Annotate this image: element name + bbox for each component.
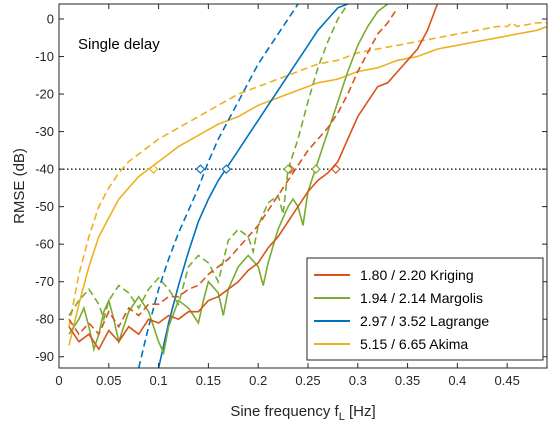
ticks-layer: [58, 4, 547, 368]
y-tick-labels: 0 -10 -20 -30 -40 -50 -60 -70 -80 -90: [35, 12, 54, 365]
series-line-solid: [68, 25, 547, 346]
diamond-marker: [195, 164, 206, 174]
y-tick-label: -50: [35, 199, 54, 214]
legend-entry-label: 1.80 / 2.20 Kriging: [360, 267, 474, 283]
x-tick-label: 0.1: [150, 373, 168, 388]
y-tick-label: -30: [35, 124, 54, 139]
series-line-dashed: [137, 4, 299, 368]
y-tick-label: -90: [35, 349, 54, 364]
y-tick-label: 0: [47, 12, 54, 27]
series-line-dashed: [68, 7, 399, 336]
series-line-dashed: [68, 21, 547, 327]
x-axis-label-subscript: L: [339, 411, 345, 423]
x-axis-label-unit: [Hz]: [345, 403, 376, 420]
series-line-solid: [68, 4, 439, 351]
x-tick-label: 0.3: [349, 373, 367, 388]
series-layer: [68, 4, 547, 368]
x-axis-label: Sine frequency fL [Hz]: [230, 403, 375, 423]
chart-annotation: Single delay: [78, 36, 160, 53]
x-tick-label: 0: [55, 373, 62, 388]
diamond-marker: [221, 164, 232, 174]
diamond-marker: [283, 164, 293, 174]
x-tick-label: 0.15: [196, 373, 221, 388]
series-line-dashed: [68, 4, 349, 322]
legend-entry-label: 2.97 / 3.52 Lagrange: [360, 313, 489, 329]
x-tick-label: 0.25: [295, 373, 320, 388]
diamond-marker: [311, 164, 321, 174]
series-line-solid: [157, 4, 349, 368]
axes-box: [58, 3, 548, 369]
y-tick-label: -10: [35, 49, 54, 64]
diamond-marker: [331, 164, 341, 174]
x-tick-label: 0.35: [395, 373, 420, 388]
legend-entry-label: 1.94 / 2.14 Margolis: [360, 290, 483, 306]
x-tick-label: 0.45: [495, 373, 520, 388]
x-tick-label: 0.05: [96, 373, 121, 388]
y-tick-label: -80: [35, 312, 54, 327]
legend: 1.80 / 2.20 Kriging 1.94 / 2.14 Margolis 2…: [306, 257, 544, 361]
x-tick-label: 0.2: [249, 373, 267, 388]
marker-layer: [148, 164, 341, 174]
y-tick-label: -70: [35, 274, 54, 289]
x-tick-labels: 0 0.05 0.1 0.15 0.2 0.25 0.3 0.35 0.4 0.45: [55, 373, 519, 388]
legend-entry-label: 5.15 / 6.65 Akima: [360, 336, 468, 352]
y-tick-label: -40: [35, 162, 54, 177]
y-tick-label: -60: [35, 237, 54, 252]
x-tick-label: 0.4: [448, 373, 466, 388]
series-line-solid: [68, 4, 389, 356]
y-tick-label: -20: [35, 87, 54, 102]
diamond-marker: [148, 164, 159, 174]
y-axis-label: RMSE (dB): [11, 148, 28, 224]
